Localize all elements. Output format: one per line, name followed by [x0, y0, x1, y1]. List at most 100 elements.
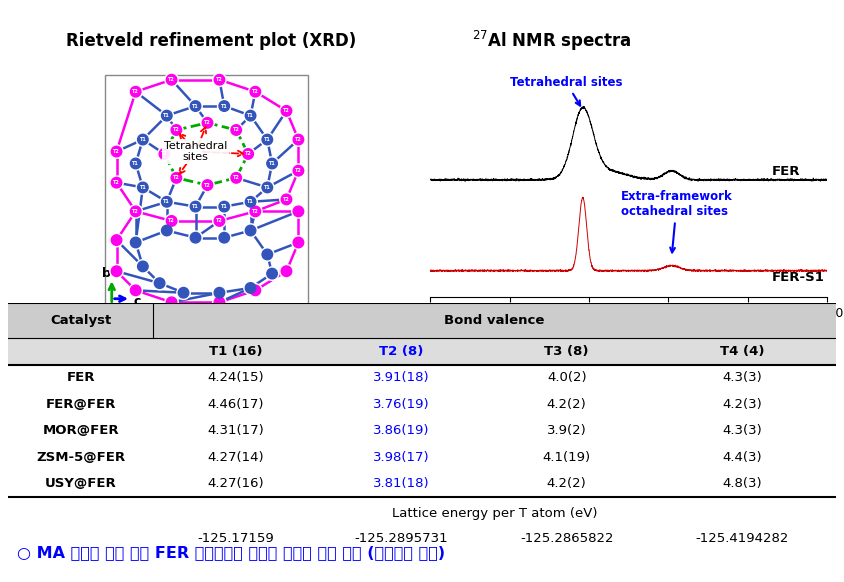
- Circle shape: [250, 285, 261, 296]
- Text: T2: T2: [283, 197, 289, 202]
- Text: c: c: [133, 294, 141, 308]
- Circle shape: [161, 225, 172, 236]
- Circle shape: [129, 205, 143, 218]
- Text: T2: T2: [113, 149, 120, 154]
- Circle shape: [219, 201, 230, 212]
- Circle shape: [218, 100, 231, 113]
- Circle shape: [250, 206, 261, 217]
- Text: T2: T2: [173, 175, 180, 180]
- Circle shape: [190, 201, 201, 212]
- Bar: [105, 75, 308, 310]
- Circle shape: [279, 104, 293, 118]
- Circle shape: [171, 173, 181, 183]
- Circle shape: [190, 101, 201, 111]
- Text: T1 (16): T1 (16): [209, 345, 262, 358]
- Text: 3.81(18): 3.81(18): [373, 477, 430, 491]
- Circle shape: [214, 216, 225, 226]
- Circle shape: [129, 85, 143, 98]
- Text: USY@FER: USY@FER: [45, 477, 116, 491]
- Text: 4.8(3): 4.8(3): [722, 477, 762, 491]
- Circle shape: [203, 180, 213, 190]
- Circle shape: [138, 182, 148, 193]
- Circle shape: [244, 109, 257, 122]
- Text: Catalyst: Catalyst: [50, 314, 111, 327]
- Circle shape: [158, 147, 171, 161]
- Text: T2: T2: [295, 137, 302, 142]
- Circle shape: [292, 205, 306, 218]
- Circle shape: [111, 235, 122, 246]
- Circle shape: [138, 261, 148, 272]
- Circle shape: [201, 178, 214, 191]
- Circle shape: [265, 157, 279, 170]
- Circle shape: [231, 173, 241, 183]
- X-axis label: ppm: ppm: [613, 325, 645, 339]
- Circle shape: [136, 133, 149, 146]
- Circle shape: [261, 133, 274, 146]
- Text: 3.91(18): 3.91(18): [373, 371, 430, 384]
- Circle shape: [219, 232, 230, 243]
- Circle shape: [244, 281, 257, 294]
- Circle shape: [214, 297, 225, 307]
- Circle shape: [110, 176, 123, 189]
- Circle shape: [267, 158, 278, 169]
- Text: 3.9(2): 3.9(2): [547, 424, 587, 438]
- Circle shape: [171, 125, 181, 135]
- Circle shape: [154, 278, 165, 289]
- Circle shape: [292, 164, 306, 178]
- Text: T2: T2: [295, 168, 302, 173]
- Circle shape: [246, 225, 256, 236]
- Text: T2: T2: [133, 89, 139, 94]
- Circle shape: [166, 216, 177, 226]
- Circle shape: [129, 283, 143, 297]
- Circle shape: [292, 133, 306, 146]
- Circle shape: [129, 236, 143, 249]
- Circle shape: [131, 87, 141, 97]
- Text: 4.3(3): 4.3(3): [722, 424, 762, 438]
- Text: T1: T1: [192, 104, 199, 109]
- Circle shape: [293, 237, 304, 248]
- Circle shape: [213, 214, 226, 228]
- Circle shape: [293, 165, 304, 176]
- Circle shape: [160, 195, 174, 208]
- Circle shape: [231, 125, 241, 135]
- Text: $^{27}$Al NMR spectra: $^{27}$Al NMR spectra: [472, 29, 631, 53]
- Text: 4.4(3): 4.4(3): [722, 451, 762, 464]
- Text: Tetrahedral
sites: Tetrahedral sites: [164, 141, 227, 162]
- Circle shape: [165, 296, 178, 309]
- Text: Bond valence: Bond valence: [444, 314, 544, 327]
- Circle shape: [111, 266, 122, 276]
- Circle shape: [249, 283, 262, 297]
- Circle shape: [246, 197, 256, 207]
- Circle shape: [189, 200, 203, 213]
- Text: T2: T2: [216, 77, 223, 82]
- Circle shape: [131, 158, 141, 169]
- Text: -125.2865822: -125.2865822: [520, 532, 614, 545]
- Circle shape: [262, 182, 273, 193]
- Circle shape: [219, 101, 230, 111]
- Circle shape: [110, 233, 123, 247]
- Circle shape: [177, 286, 190, 300]
- Circle shape: [178, 288, 189, 298]
- Text: T2: T2: [252, 209, 259, 214]
- Text: 4.24(15): 4.24(15): [208, 371, 264, 384]
- Text: 4.2(2): 4.2(2): [547, 477, 587, 491]
- Circle shape: [201, 116, 214, 130]
- Circle shape: [292, 236, 306, 249]
- Text: 4.2(3): 4.2(3): [722, 398, 762, 411]
- Circle shape: [131, 206, 141, 217]
- Text: T2: T2: [245, 151, 252, 157]
- Text: -125.17159: -125.17159: [197, 532, 274, 545]
- Text: -125.4194282: -125.4194282: [695, 532, 789, 545]
- Circle shape: [281, 105, 292, 116]
- Circle shape: [189, 100, 203, 113]
- Text: b: b: [102, 267, 111, 280]
- Bar: [8, 303, 836, 338]
- Text: 4.27(14): 4.27(14): [208, 451, 264, 464]
- Circle shape: [161, 111, 172, 121]
- Circle shape: [246, 283, 256, 293]
- Circle shape: [138, 134, 148, 145]
- Circle shape: [213, 73, 226, 87]
- Text: T1: T1: [264, 137, 271, 142]
- Circle shape: [243, 148, 253, 159]
- Text: T3 (8): T3 (8): [544, 345, 589, 358]
